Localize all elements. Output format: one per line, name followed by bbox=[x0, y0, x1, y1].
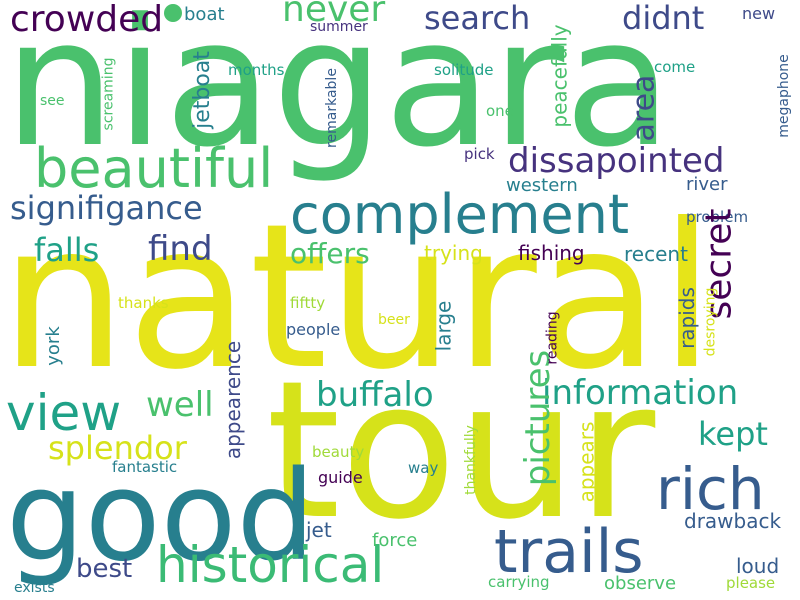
word-jet: jet bbox=[306, 518, 332, 542]
word-beauty: beauty bbox=[312, 443, 365, 461]
word-drawback: drawback bbox=[684, 509, 782, 533]
word-never: never bbox=[282, 0, 386, 30]
word-please: please bbox=[726, 574, 776, 592]
word-trails: trails bbox=[494, 517, 644, 587]
word-view: view bbox=[6, 384, 122, 442]
word-complement: complement bbox=[290, 183, 630, 246]
word-jetboat: jetboat bbox=[189, 51, 215, 129]
word-peacefully: peacefully bbox=[547, 24, 572, 128]
word-fantastic: fantastic bbox=[112, 458, 178, 476]
dot-shape bbox=[164, 4, 182, 22]
word-observe: observe bbox=[604, 573, 677, 594]
word-dissapointed: dissapointed bbox=[508, 141, 725, 181]
word-way: way bbox=[408, 459, 439, 477]
word-people: people bbox=[286, 320, 341, 339]
word-thanks: thanks bbox=[118, 294, 169, 312]
word-desroying: desroying bbox=[702, 287, 719, 357]
word-splendor: splendor bbox=[48, 429, 187, 467]
word-search: search bbox=[424, 0, 531, 37]
word-recent: recent bbox=[624, 242, 688, 266]
word-didnt: didnt bbox=[622, 0, 705, 37]
word-historical: historical bbox=[156, 536, 385, 594]
word-solitude: solitude bbox=[434, 61, 494, 79]
word-force: force bbox=[372, 530, 418, 551]
word-signifigance: signifigance bbox=[10, 189, 203, 227]
word-falls: falls bbox=[34, 231, 100, 269]
word-pick: pick bbox=[464, 145, 495, 163]
word-remarkable: remarkable bbox=[323, 68, 340, 148]
word-buffalo: buffalo bbox=[316, 375, 434, 415]
word-pictures: pictures bbox=[518, 349, 559, 487]
word-fiftty: fiftty bbox=[290, 294, 326, 312]
word-one: one bbox=[486, 102, 514, 120]
word-york: york bbox=[42, 326, 64, 366]
word-large: large bbox=[431, 300, 456, 352]
word-good: good bbox=[6, 445, 316, 589]
word-area: area bbox=[626, 74, 662, 142]
word-best: best bbox=[76, 554, 133, 584]
word-carrying: carrying bbox=[488, 573, 550, 591]
word-niagara: niagara bbox=[4, 0, 673, 186]
word-appearence: appearence bbox=[221, 340, 246, 460]
word-boat: boat bbox=[184, 4, 225, 25]
word-rich: rich bbox=[656, 455, 765, 523]
word-months: months bbox=[228, 61, 285, 79]
word-summer: summer bbox=[310, 19, 368, 35]
word-find: find bbox=[148, 229, 213, 269]
word-rapids: rapids bbox=[674, 287, 699, 349]
word-tour: tour bbox=[266, 340, 656, 561]
word-come: come bbox=[654, 58, 696, 76]
word-crowded: crowded bbox=[10, 0, 164, 40]
word-see: see bbox=[40, 93, 65, 109]
word-beautiful: beautiful bbox=[34, 137, 274, 200]
word-loud: loud bbox=[736, 554, 780, 578]
word-kept: kept bbox=[698, 415, 768, 453]
word-beer: beer bbox=[378, 312, 410, 328]
word-screaming: screaming bbox=[100, 57, 117, 131]
word-western: western bbox=[506, 175, 578, 196]
word-natural: natural bbox=[0, 181, 715, 414]
word-offers: offers bbox=[290, 237, 370, 270]
word-reading: reading bbox=[544, 311, 561, 365]
word-thankfully: thankfully bbox=[462, 425, 479, 495]
word-exists: exists bbox=[14, 580, 55, 596]
word-information: information bbox=[542, 373, 739, 413]
word-new: new bbox=[742, 4, 776, 23]
word-fishing: fishing bbox=[518, 241, 585, 265]
word-trying: trying bbox=[424, 241, 483, 265]
word-well: well bbox=[146, 385, 214, 425]
word-river: river bbox=[686, 174, 728, 195]
word-problem: problem bbox=[686, 208, 749, 226]
word-guide: guide bbox=[318, 468, 363, 487]
word-megaphone: megaphone bbox=[775, 54, 792, 138]
word-appears: appears bbox=[574, 421, 599, 503]
